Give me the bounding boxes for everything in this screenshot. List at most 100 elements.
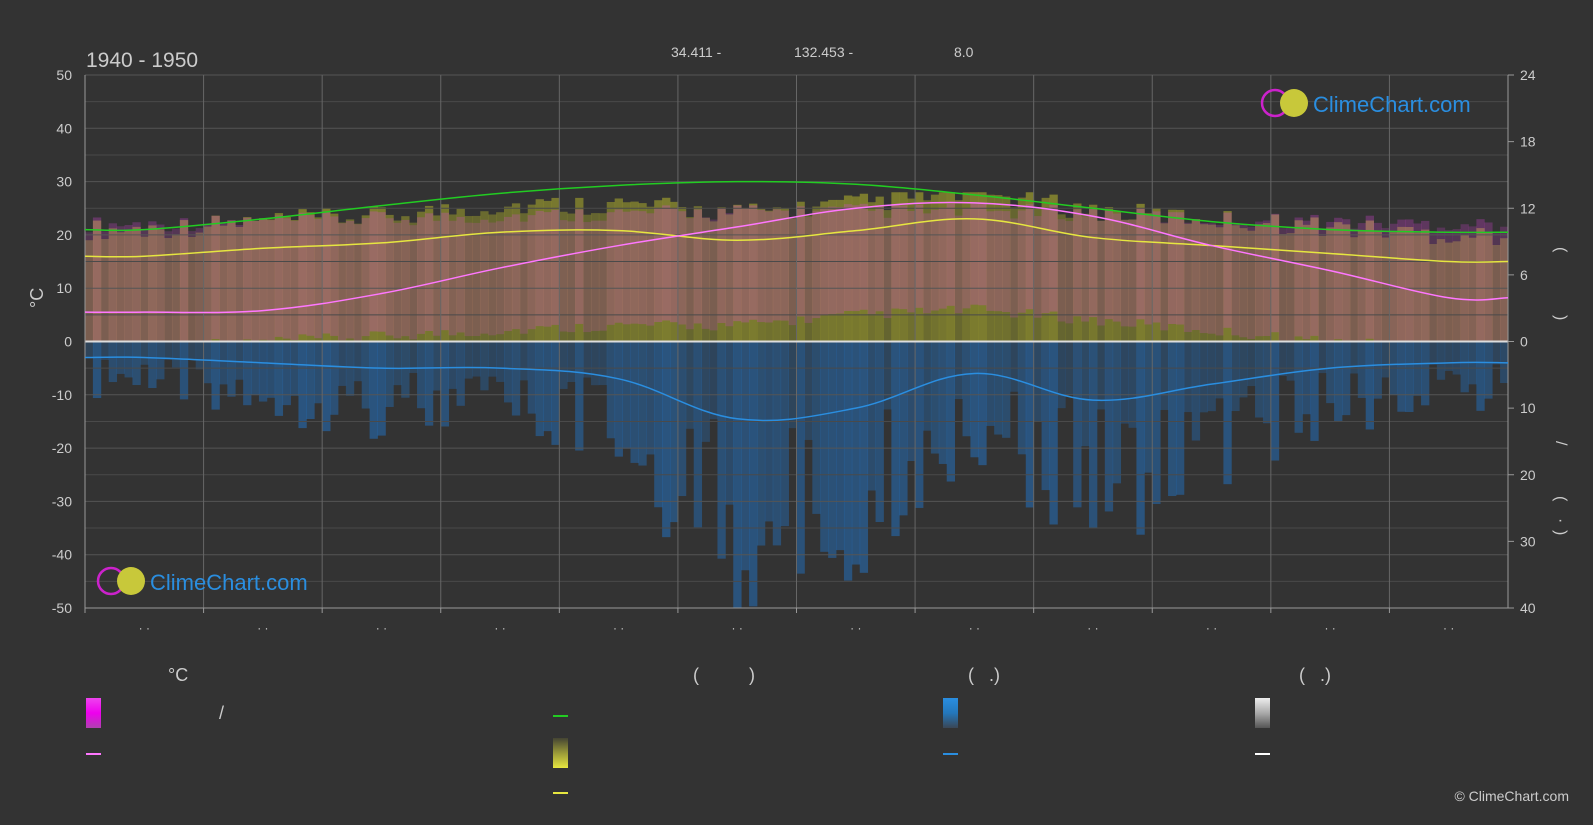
sunshine-bar [1349, 237, 1359, 342]
sunshine-bar [1239, 228, 1248, 342]
right-bottom-tick-label: 40 [1520, 600, 1536, 616]
sunshine-bar [345, 219, 355, 342]
precip-bar [503, 341, 513, 403]
precip-bar [717, 341, 726, 559]
precip-bar [930, 341, 940, 454]
sunshine-bar [488, 214, 497, 342]
sunshine-bar [258, 218, 268, 342]
sunshine-bar [622, 202, 631, 342]
sunshine-bar [1128, 219, 1137, 342]
sunshine-bar [1049, 194, 1058, 342]
left-tick-label: -50 [52, 600, 72, 616]
temp-range-bar [677, 211, 687, 325]
temp-range-bar [1215, 224, 1224, 336]
month-label: · · [257, 621, 268, 635]
temp-range-bar [836, 207, 845, 314]
sunshine-bar [1421, 229, 1430, 342]
temp-range-bar [1175, 212, 1185, 325]
sunshine-bar [1428, 244, 1438, 342]
temp-range-bar [132, 222, 141, 342]
sunshine-bar [361, 215, 370, 342]
left-tick-label: 10 [56, 280, 72, 296]
sunshine-bar [733, 204, 742, 342]
temp-range-bar [1341, 219, 1351, 341]
precip-bar [1326, 341, 1335, 404]
sunshine-bar [804, 215, 813, 342]
temp-range-bar [851, 205, 861, 312]
precip-bar [393, 341, 402, 386]
precip-bar [156, 341, 165, 380]
precip-bar [1136, 341, 1145, 535]
precip-bar [203, 341, 212, 384]
sunshine-bar [1484, 232, 1493, 342]
sunshine-bar [970, 192, 979, 342]
precip-bar [1025, 341, 1035, 508]
temp-range-bar [764, 211, 774, 323]
temp-range-bar [575, 209, 584, 324]
temp-range-bar [1160, 222, 1169, 331]
precip-bar [1349, 341, 1359, 374]
precip-bar [693, 341, 703, 528]
precip-bar [401, 341, 410, 398]
sunshine-bar [124, 230, 133, 342]
logo-bottom[interactable]: ClimeChart.com [96, 566, 308, 596]
precip-bar [994, 341, 1003, 435]
sunshine-bar [764, 210, 774, 342]
sunshine-bar [843, 195, 853, 342]
temp-range-bar [385, 218, 394, 336]
precip-bar [662, 341, 671, 538]
temp-range-bar [1365, 215, 1375, 339]
temp-range-bar [488, 222, 497, 336]
sunshine-bar [156, 229, 165, 342]
precip-bar [938, 341, 948, 464]
sunshine-bar [1365, 220, 1375, 342]
temp-range-bar [187, 231, 197, 342]
precip-bar [1009, 341, 1019, 392]
precip-bar [1302, 341, 1311, 415]
temp-range-bar [140, 229, 149, 342]
logo-bottom-text: ClimeChart.com [150, 570, 308, 595]
temp-range-bar [1223, 212, 1232, 328]
temp-range-bar [1033, 216, 1042, 318]
sunshine-bar [717, 207, 726, 342]
right-bottom-tick-label: 10 [1520, 400, 1536, 416]
precip-bar [1089, 341, 1098, 528]
precip-bar [962, 341, 971, 437]
temp-range-bar [891, 204, 900, 309]
precip-bar [1096, 341, 1106, 410]
sunshine-bar [503, 206, 513, 342]
sunshine-bar [1452, 241, 1461, 342]
logo-top[interactable]: ClimeChart.com [1260, 88, 1471, 118]
temp-range-bar [756, 209, 766, 323]
temp-range-bar [741, 208, 750, 323]
temp-range-bar [598, 220, 608, 331]
sunshine-bar [915, 192, 924, 342]
sunshine-bar [132, 226, 141, 342]
precip-bar [764, 341, 774, 522]
sunshine-bar [1286, 233, 1295, 342]
sunshine-bar [1492, 244, 1501, 342]
temp-range-bar [630, 210, 639, 324]
precip-bar [756, 341, 766, 546]
temp-range-bar [614, 209, 623, 323]
temp-range-bar [1452, 229, 1461, 342]
precip-bar [1341, 341, 1351, 416]
precip-bar [701, 341, 710, 442]
temp-range-bar [1326, 221, 1335, 342]
month-label: · · [1087, 621, 1098, 635]
month-label: · · [732, 621, 743, 635]
precip-bar [219, 341, 228, 385]
temp-range-bar [1168, 212, 1177, 325]
sunshine-bar [266, 219, 276, 342]
sunshine-bar [551, 197, 560, 342]
precip-bar [922, 341, 932, 431]
temp-range-bar [409, 225, 418, 340]
sunshine-bar [92, 220, 102, 342]
temp-range-bar [314, 219, 323, 339]
temp-range-bar [1468, 226, 1477, 342]
sunshine-bar [1073, 203, 1082, 342]
precip-bar [440, 341, 450, 427]
precip-bar [1073, 341, 1082, 508]
sunshine-bar [298, 209, 307, 342]
